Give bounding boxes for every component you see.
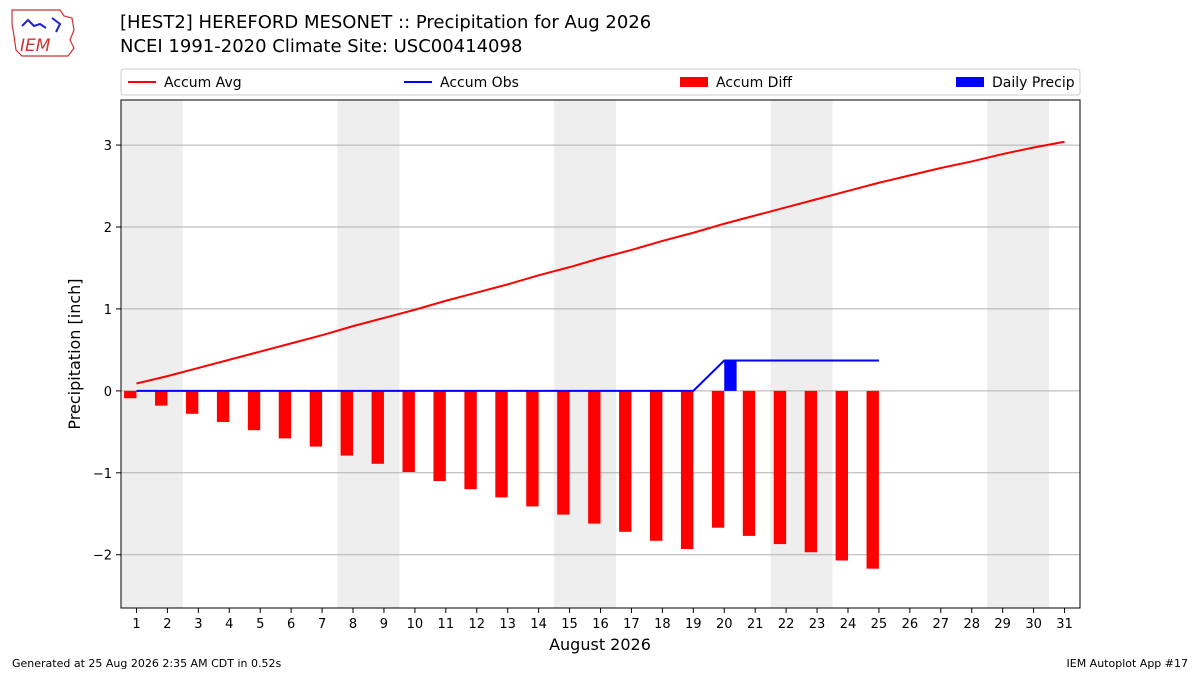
weekend-band bbox=[121, 100, 183, 608]
x-tick-label: 20 bbox=[716, 617, 733, 632]
accum-diff-bar bbox=[649, 390, 663, 541]
x-tick-label: 28 bbox=[963, 617, 980, 632]
bars bbox=[124, 360, 879, 569]
x-tick-label: 25 bbox=[871, 617, 888, 632]
x-tick-label: 6 bbox=[287, 617, 295, 632]
x-tick-label: 15 bbox=[561, 617, 578, 632]
accum-diff-bar bbox=[742, 390, 756, 536]
accum-diff-bar bbox=[773, 390, 787, 545]
y-tick-label: −1 bbox=[93, 467, 112, 482]
logo-text: IEM bbox=[20, 36, 51, 56]
chart-subtitle: NCEI 1991-2020 Climate Site: USC00414098 bbox=[120, 36, 523, 57]
x-tick-label: 26 bbox=[902, 617, 919, 632]
y-axis-label: Precipitation [inch] bbox=[65, 278, 84, 429]
accum-diff-bar bbox=[402, 390, 415, 472]
x-tick-label: 5 bbox=[256, 617, 264, 632]
x-tick-label: 10 bbox=[407, 617, 424, 632]
x-tick-label: 27 bbox=[933, 617, 950, 632]
legend-swatch-bar bbox=[680, 77, 708, 87]
accum-diff-bar bbox=[804, 390, 818, 553]
x-tick-label: 13 bbox=[499, 617, 516, 632]
y-tick-label: 1 bbox=[104, 303, 112, 318]
x-tick-label: 30 bbox=[1025, 617, 1042, 632]
legend-label: Accum Obs bbox=[440, 75, 519, 91]
y-tick-label: 3 bbox=[104, 139, 112, 154]
generated-note: Generated at 25 Aug 2026 2:35 AM CDT in … bbox=[12, 657, 282, 670]
gridlines bbox=[121, 144, 1080, 556]
accum-diff-bar bbox=[278, 390, 292, 439]
legend-label: Accum Avg bbox=[164, 75, 242, 91]
x-tick-label: 12 bbox=[468, 617, 485, 632]
daily-precip-bar bbox=[724, 360, 737, 391]
x-tick-label: 1 bbox=[132, 617, 140, 632]
accum-diff-bar bbox=[155, 390, 168, 406]
x-tick-label: 8 bbox=[349, 617, 357, 632]
legend-swatch-bar bbox=[956, 77, 984, 87]
accum-diff-bar bbox=[185, 390, 199, 414]
accum-diff-bar bbox=[464, 390, 477, 490]
app-note: IEM Autoplot App #17 bbox=[1066, 657, 1189, 670]
x-tick-label: 16 bbox=[592, 617, 609, 632]
series-lines bbox=[136, 140, 1065, 392]
weekend-band bbox=[337, 100, 400, 608]
accum-diff-bar bbox=[433, 390, 446, 481]
x-tick-label: 23 bbox=[809, 617, 826, 632]
x-tick-label: 9 bbox=[380, 617, 388, 632]
iem-logo: IEM bbox=[11, 9, 75, 57]
chart-title: [HEST2] HEREFORD MESONET :: Precipitatio… bbox=[120, 12, 652, 33]
accum-diff-bar bbox=[340, 390, 354, 456]
y-tick-label: 0 bbox=[104, 385, 112, 400]
weekend-bands bbox=[121, 100, 1050, 608]
accum-diff-bar bbox=[835, 390, 848, 561]
accum-diff-bar bbox=[247, 390, 261, 431]
accum-diff-bar bbox=[371, 390, 384, 464]
accum-diff-bar bbox=[309, 390, 323, 447]
y-tick-label: −2 bbox=[93, 549, 112, 564]
legend-label: Accum Diff bbox=[716, 75, 792, 91]
accum-diff-bar bbox=[124, 390, 137, 399]
accum-diff-bar bbox=[680, 390, 694, 550]
y-tick-label: 2 bbox=[104, 221, 112, 236]
accum-diff-bar bbox=[619, 390, 632, 532]
accum-diff-bar bbox=[495, 390, 508, 498]
accum-diff-bar bbox=[711, 390, 725, 528]
accum-diff-bar bbox=[588, 390, 601, 524]
x-tick-label: 19 bbox=[685, 617, 702, 632]
x-tick-label: 18 bbox=[654, 617, 671, 632]
x-tick-label: 17 bbox=[623, 617, 640, 632]
legend-label: Daily Precip bbox=[992, 75, 1075, 91]
x-tick-label: 11 bbox=[438, 617, 455, 632]
x-tick-label: 14 bbox=[530, 617, 547, 632]
weekend-band bbox=[554, 100, 616, 608]
accum-diff-bar bbox=[557, 390, 570, 515]
x-tick-label: 31 bbox=[1056, 617, 1073, 632]
x-tick-label: 4 bbox=[225, 617, 233, 632]
x-axis-label: August 2026 bbox=[549, 635, 651, 654]
x-tick-label: 7 bbox=[318, 617, 326, 632]
accum-diff-bar bbox=[866, 390, 879, 569]
weekend-band bbox=[987, 100, 1050, 608]
weekend-band bbox=[770, 100, 833, 608]
legend-box bbox=[120, 68, 1081, 96]
accum-obs-line bbox=[136, 359, 879, 392]
legend: Accum Avg Accum Obs Accum Diff Daily Precip bbox=[120, 68, 1081, 96]
x-tick-label: 24 bbox=[840, 617, 857, 632]
x-tick-label: 21 bbox=[747, 617, 764, 632]
x-tick-label: 2 bbox=[163, 617, 171, 632]
plot-frame bbox=[120, 99, 1081, 609]
accum-diff-bar bbox=[526, 390, 539, 507]
x-tick-label: 29 bbox=[994, 617, 1011, 632]
accum-diff-bar bbox=[216, 390, 230, 423]
accum-avg-line bbox=[136, 140, 1065, 385]
x-tick-label: 3 bbox=[194, 617, 202, 632]
x-tick-label: 22 bbox=[778, 617, 795, 632]
